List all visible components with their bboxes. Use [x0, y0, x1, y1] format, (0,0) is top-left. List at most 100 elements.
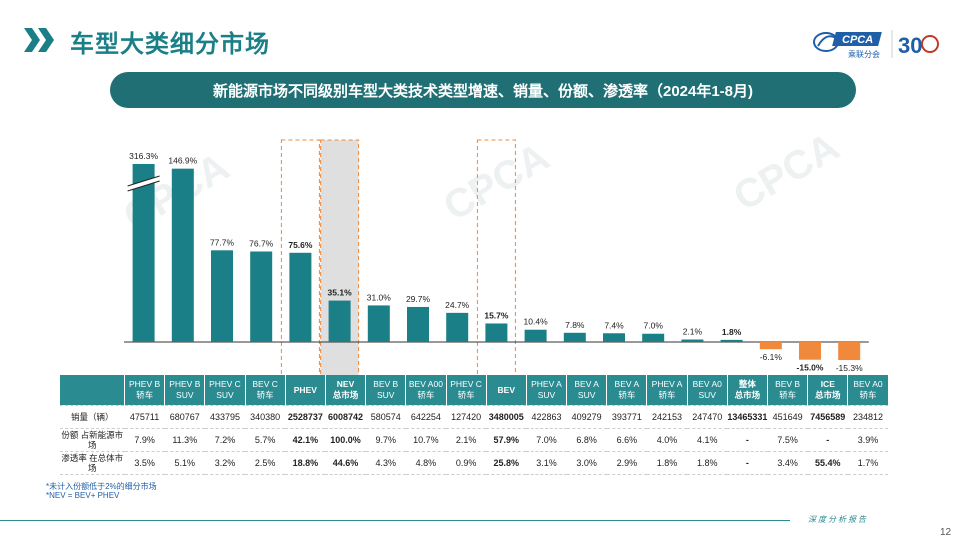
- axis-break-marker: [127, 176, 160, 191]
- table-header-cell: PHEV C SUV: [204, 375, 246, 406]
- header-line-2: 轿车: [457, 390, 475, 400]
- chart-subtitle-banner: 新能源市场不同级别车型大类技术类型增速、销量、份额、渗透率（2024年1-8月): [110, 72, 856, 108]
- data-table: PHEV B 轿车 PHEV B SUV PHEV C SUV BEV C 轿车 PHEV NEV…: [60, 375, 889, 475]
- table-header-cell: BEV C 轿车: [245, 375, 286, 406]
- table-header-cell: PHEV B SUV: [164, 375, 206, 406]
- table-cell: 2.9%: [606, 451, 647, 475]
- data-label-12: 7.4%: [604, 320, 624, 330]
- data-label-11: 7.8%: [565, 320, 585, 330]
- table-cell: -: [727, 428, 768, 452]
- table-cell: 580574: [365, 405, 406, 429]
- table-cell: 2.5%: [245, 451, 286, 475]
- header-line-1: BEV A: [574, 379, 599, 389]
- table-header-cell: ICE 总市场: [807, 375, 849, 406]
- axis-break-line: [127, 180, 160, 192]
- table-cell: 7.9%: [124, 428, 165, 452]
- table-header-cell: BEV A0 轿车: [847, 375, 889, 406]
- data-label-10: 10.4%: [524, 317, 549, 327]
- data-label-1: 146.9%: [168, 156, 197, 166]
- header-line-1: BEV C: [252, 379, 278, 389]
- bar-2: [211, 250, 233, 342]
- table-cell: 18.8%: [285, 451, 326, 475]
- table-header-cell: PHEV A 轿车: [646, 375, 688, 406]
- header-line-2: 总市场: [815, 390, 841, 400]
- bar-18: [838, 342, 861, 361]
- table-header-row: PHEV B 轿车 PHEV B SUV PHEV C SUV BEV C 轿车 PHEV NEV…: [60, 375, 889, 406]
- header-line-1: PHEV C: [209, 379, 241, 389]
- header-line-2: 总市场: [332, 390, 359, 400]
- header-line-1: BEV: [497, 384, 516, 395]
- table-cell: 5.7%: [245, 428, 286, 452]
- table-header-cell: BEV B 轿车: [767, 375, 809, 406]
- bar-10: [524, 329, 547, 342]
- table-header-cell: BEV B SUV: [365, 375, 407, 406]
- header-line-2: SUV: [176, 390, 194, 400]
- header-line-1: PHEV B: [169, 379, 201, 389]
- table-cell: 3480005: [486, 405, 527, 429]
- header-line-1: PHEV C: [450, 379, 482, 389]
- table-cell: 3.4%: [767, 451, 808, 475]
- bar-12: [603, 333, 625, 342]
- footer-divider: [0, 520, 790, 521]
- bar-7: [407, 306, 429, 342]
- header-line-1: PHEV A: [651, 379, 683, 389]
- table-cell: 2.1%: [446, 428, 487, 452]
- bar-3: [250, 251, 273, 342]
- table-cell: 7456589: [807, 405, 848, 429]
- bar-6: [367, 305, 390, 342]
- anniversary-text: 30: [898, 33, 922, 58]
- table-cell: 234812: [847, 405, 889, 429]
- bar-14: [681, 339, 704, 342]
- table-cell: 340380: [245, 405, 286, 429]
- header-line-1: BEV B: [775, 379, 801, 389]
- header-line-2: 轿车: [859, 390, 877, 400]
- bar-17: [799, 342, 821, 360]
- table-header-cell: 整体 总市场: [727, 375, 769, 406]
- header-line-1: PHEV A: [531, 379, 562, 389]
- bar-1: [171, 168, 194, 342]
- table-cell: 680767: [164, 405, 205, 429]
- data-label-9: 15.7%: [484, 310, 509, 320]
- data-label-8: 24.7%: [445, 300, 470, 310]
- table-row-label: 份额 占新能源市场: [60, 428, 125, 452]
- cpca-logo: CPCA 乘联分会 30: [813, 30, 939, 59]
- bar-8: [446, 312, 469, 342]
- table-header-cell: BEV A 轿车: [606, 375, 648, 406]
- table-header-cell: PHEV A SUV: [526, 375, 568, 406]
- data-label-6: 31.0%: [367, 292, 392, 302]
- header-line-1: BEV B: [373, 379, 399, 389]
- data-label-7: 29.7%: [406, 294, 431, 304]
- highlight-box-shaded: [320, 139, 360, 380]
- header-line-1: BEV A00: [408, 379, 443, 389]
- data-label-15: 1.8%: [722, 327, 742, 337]
- header-line-1: BEV A0: [692, 379, 722, 389]
- table-cell: 4.1%: [687, 428, 728, 452]
- footer-text: 深度分析报告: [808, 515, 868, 524]
- header-line-1: BEV A: [614, 379, 640, 389]
- table-cell: 1.8%: [687, 451, 728, 475]
- table-cell: 57.9%: [486, 428, 527, 452]
- table-cell: 25.8%: [486, 451, 527, 475]
- table-cell: 3.5%: [124, 451, 165, 475]
- table-cell: -: [807, 428, 848, 452]
- data-label-0: 316.3%: [129, 151, 158, 161]
- bar-15: [720, 339, 743, 342]
- chevron-right-icon: [24, 28, 54, 52]
- table-cell: 10.7%: [405, 428, 446, 452]
- page-number: 12: [940, 527, 952, 538]
- table-cell: 4.0%: [646, 428, 688, 452]
- header-line-1: PHEV B: [129, 379, 161, 389]
- header-line-2: SUV: [698, 390, 716, 400]
- table-row: 渗透率 在总体市场 3.5% 5.1% 3.2% 2.5% 18.8% 44.6% 4.3% 4…: [60, 451, 889, 475]
- bar-13: [642, 333, 665, 342]
- table-cell: 1.7%: [847, 451, 889, 475]
- growth-bar-chart: 316.3% 146.9% 77.7% 76.7% 75.6% 35.1% 31.0% 29.…: [124, 139, 869, 380]
- data-label-14: 2.1%: [683, 327, 703, 337]
- table-cell: 7.2%: [204, 428, 246, 452]
- table-cell: 127420: [446, 405, 487, 429]
- table-cell: 7.0%: [526, 428, 567, 452]
- table-header-cell: NEV 总市场: [325, 375, 367, 406]
- table-header-cell: PHEV C 轿车: [446, 375, 487, 406]
- page-title: 车型大类细分市场: [70, 31, 270, 58]
- table-header-cell: BEV A00 轿车: [405, 375, 447, 406]
